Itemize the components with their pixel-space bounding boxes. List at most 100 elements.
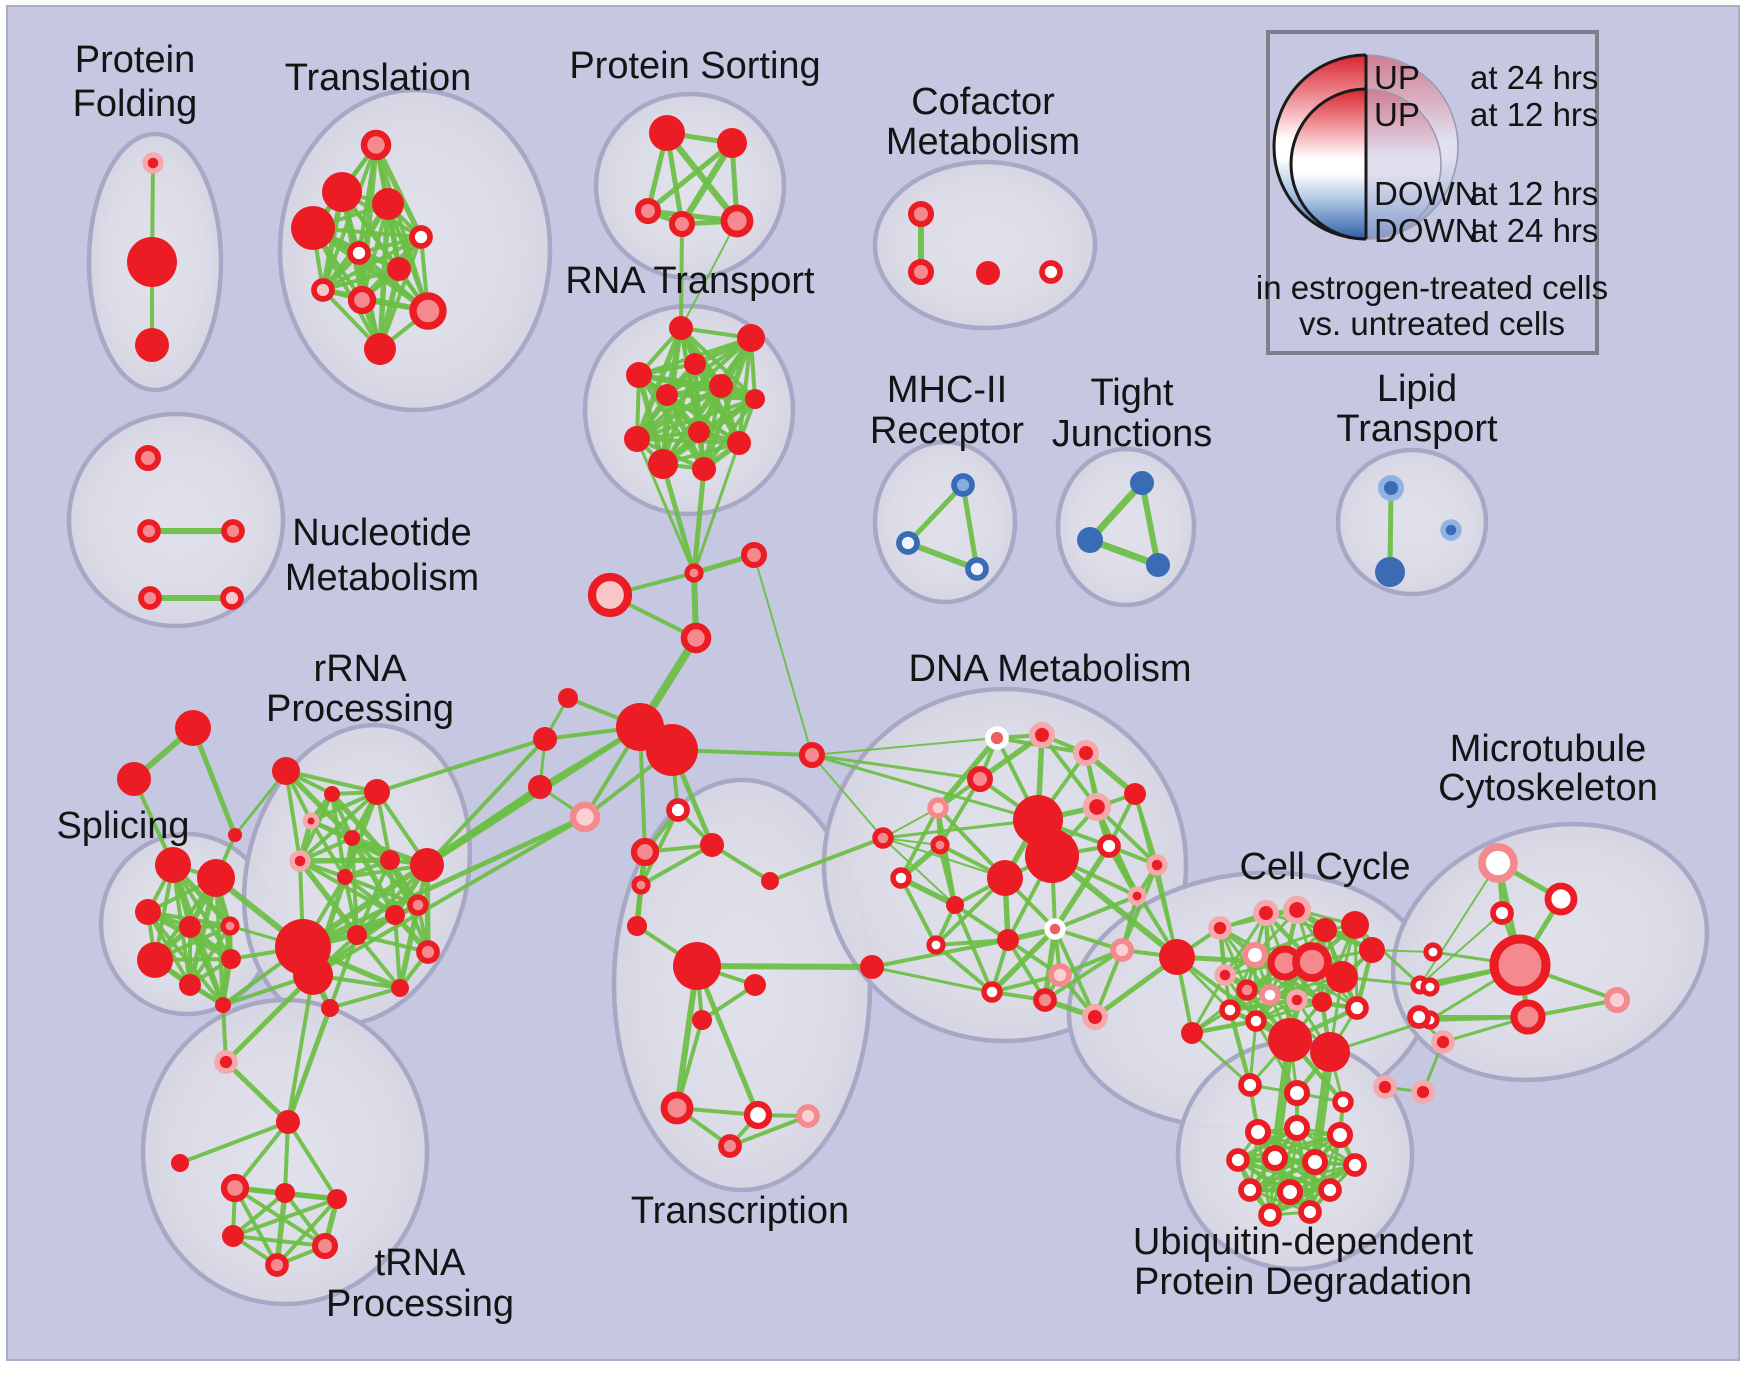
node-cf2[interactable] — [908, 259, 934, 285]
node-tj2[interactable] — [1077, 527, 1103, 553]
node-dn1[interactable] — [985, 726, 1009, 750]
node-ub2[interactable] — [1284, 1115, 1310, 1141]
node-dn21[interactable] — [1048, 963, 1072, 987]
node-k7[interactable] — [312, 1233, 338, 1259]
node-tx1[interactable] — [666, 798, 690, 822]
node-mt11[interactable] — [1373, 1075, 1397, 1099]
node-tg2[interactable] — [117, 762, 151, 796]
node-ps3[interactable] — [635, 198, 661, 224]
node-dn23[interactable] — [890, 867, 912, 889]
node-tx5[interactable] — [761, 872, 779, 890]
node-dn4[interactable] — [967, 766, 993, 792]
node-pf3[interactable] — [135, 328, 169, 362]
node-cc19[interactable] — [1310, 1032, 1350, 1072]
node-cc7[interactable] — [1242, 942, 1268, 968]
node-g13[interactable] — [385, 905, 405, 925]
node-ub9[interactable] — [1277, 1179, 1303, 1205]
node-g7[interactable] — [337, 869, 353, 885]
node-ub5[interactable] — [1262, 1145, 1288, 1171]
node-ps2[interactable] — [717, 128, 747, 158]
node-ub8[interactable] — [1238, 1178, 1262, 1202]
node-tl11[interactable] — [364, 333, 396, 365]
node-dn20[interactable] — [981, 981, 1003, 1003]
node-tl3[interactable] — [372, 188, 404, 220]
node-dn5[interactable] — [927, 797, 949, 819]
node-ub6[interactable] — [1302, 1149, 1328, 1175]
node-cc1[interactable] — [1253, 900, 1279, 926]
node-rt12[interactable] — [692, 457, 716, 481]
node-g9[interactable] — [410, 848, 444, 882]
node-hA4[interactable] — [569, 801, 601, 833]
node-cc3[interactable] — [1208, 916, 1232, 940]
node-cc2[interactable] — [1282, 895, 1312, 925]
node-dn15[interactable] — [946, 896, 964, 914]
node-cc20[interactable] — [1345, 996, 1369, 1020]
node-g3[interactable] — [364, 779, 390, 805]
node-k6[interactable] — [222, 1225, 244, 1247]
node-tx9[interactable] — [692, 1010, 712, 1030]
node-dn11[interactable] — [930, 835, 950, 855]
node-k8[interactable] — [265, 1253, 289, 1277]
node-hA1[interactable] — [558, 688, 578, 708]
node-mt1[interactable] — [1478, 843, 1518, 883]
node-rt2[interactable] — [737, 324, 765, 352]
node-cc6[interactable] — [1359, 937, 1385, 963]
node-cf4[interactable] — [1039, 260, 1063, 284]
node-cc4[interactable] — [1313, 918, 1337, 942]
node-mt5[interactable] — [1423, 942, 1443, 962]
node-pf2[interactable] — [127, 237, 177, 287]
node-k1[interactable] — [276, 1110, 300, 1134]
node-g12[interactable] — [347, 925, 367, 945]
node-g17[interactable] — [416, 940, 440, 964]
node-tl1[interactable] — [360, 129, 392, 161]
node-sp3[interactable] — [135, 899, 161, 925]
node-sp5[interactable] — [220, 916, 240, 936]
node-hubB[interactable] — [646, 724, 698, 776]
node-mt7[interactable] — [1407, 1005, 1431, 1029]
node-cc17[interactable] — [1245, 1010, 1267, 1032]
node-dn14[interactable] — [1127, 886, 1147, 906]
node-dn19[interactable] — [1110, 938, 1134, 962]
node-dn12[interactable] — [1097, 834, 1121, 858]
node-sp8[interactable] — [179, 974, 201, 996]
node-cc21[interactable] — [1181, 1022, 1203, 1044]
node-nm4[interactable] — [138, 586, 162, 610]
node-tx10[interactable] — [660, 1091, 694, 1125]
node-rt9[interactable] — [624, 426, 650, 452]
node-tl5[interactable] — [409, 225, 433, 249]
node-cc13[interactable] — [1259, 984, 1281, 1006]
node-rt8[interactable] — [688, 421, 710, 443]
node-ps5[interactable] — [720, 204, 754, 238]
node-hA3[interactable] — [528, 775, 552, 799]
node-dn9[interactable] — [1025, 829, 1079, 883]
node-mt3[interactable] — [1490, 901, 1514, 925]
node-dn13[interactable] — [1146, 854, 1168, 876]
node-ub10[interactable] — [1318, 1178, 1342, 1202]
node-lt3[interactable] — [1440, 519, 1462, 541]
node-dn16[interactable] — [997, 929, 1019, 951]
node-cc10[interactable] — [1326, 961, 1358, 993]
node-cc12[interactable] — [1236, 979, 1258, 1001]
node-mt10[interactable] — [1431, 1030, 1455, 1054]
node-cf3[interactable] — [976, 261, 1000, 285]
node-ub11[interactable] — [1258, 1203, 1282, 1227]
node-cc16[interactable] — [1219, 999, 1241, 1021]
node-rt3[interactable] — [626, 362, 652, 388]
node-dn6[interactable] — [1082, 792, 1112, 822]
node-tj1[interactable] — [1130, 471, 1154, 495]
node-g4[interactable] — [302, 812, 320, 830]
node-mt2[interactable] — [1544, 882, 1578, 916]
node-sp1[interactable] — [155, 847, 191, 883]
node-cf1[interactable] — [908, 201, 934, 227]
node-mh3[interactable] — [965, 557, 989, 581]
node-nm5[interactable] — [220, 586, 244, 610]
node-rt6[interactable] — [656, 384, 678, 406]
node-cc18[interactable] — [1268, 1018, 1312, 1062]
node-mt4[interactable] — [1489, 934, 1551, 996]
node-cc5[interactable] — [1341, 911, 1369, 939]
node-g6[interactable] — [289, 850, 311, 872]
node-tx7[interactable] — [673, 942, 721, 990]
node-tl4[interactable] — [291, 206, 335, 250]
node-rt7[interactable] — [745, 389, 765, 409]
node-g1[interactable] — [272, 757, 300, 785]
